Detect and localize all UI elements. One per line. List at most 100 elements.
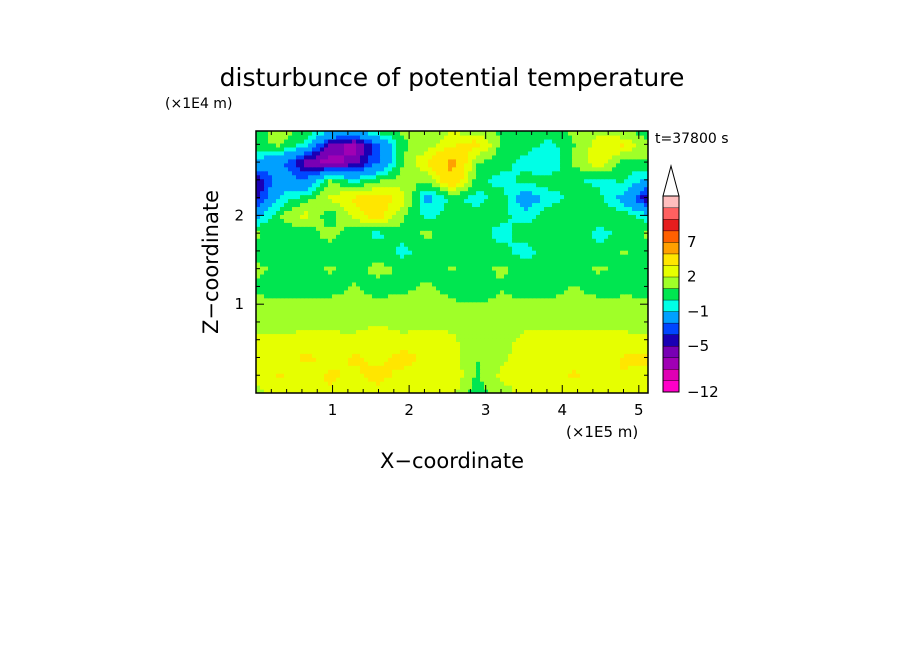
- heatmap-cell: [352, 369, 357, 374]
- heatmap-cell: [552, 210, 557, 215]
- heatmap-cell: [380, 385, 385, 390]
- heatmap-cell: [296, 349, 301, 354]
- heatmap-cell: [584, 242, 589, 247]
- heatmap-cell: [404, 317, 409, 323]
- heatmap-cell: [416, 305, 421, 311]
- heatmap-cell: [392, 385, 397, 390]
- heatmap-cell: [620, 309, 625, 315]
- heatmap-cell: [608, 381, 613, 386]
- heatmap-cell: [484, 317, 489, 323]
- heatmap-cell: [448, 329, 453, 335]
- heatmap-cell: [600, 365, 605, 370]
- heatmap-cell: [440, 190, 445, 196]
- heatmap-cell: [456, 357, 461, 362]
- heatmap-cell: [364, 313, 369, 319]
- heatmap-cell: [384, 329, 389, 335]
- heatmap-cell: [544, 317, 549, 323]
- heatmap-cell: [384, 206, 389, 211]
- heatmap-cell: [460, 309, 465, 315]
- heatmap-cell: [604, 377, 609, 382]
- heatmap-cell: [384, 309, 389, 315]
- heatmap-cell: [336, 385, 341, 390]
- heatmap-cell: [312, 305, 317, 311]
- heatmap-cell: [628, 198, 633, 204]
- heatmap-cell: [372, 289, 377, 295]
- heatmap-cell: [456, 389, 461, 393]
- heatmap-cell: [416, 349, 421, 354]
- heatmap-cell: [512, 305, 517, 311]
- heatmap-cell: [584, 377, 589, 382]
- heatmap-cell: [468, 206, 473, 211]
- heatmap-cell: [364, 281, 369, 287]
- heatmap-cell: [592, 206, 597, 211]
- heatmap-cell: [420, 373, 425, 378]
- heatmap-cell: [276, 373, 281, 378]
- heatmap-cell: [524, 301, 529, 307]
- heatmap-cell: [528, 206, 533, 211]
- heatmap-cell: [508, 250, 513, 255]
- heatmap-cell: [268, 361, 273, 366]
- heatmap-cell: [400, 365, 405, 370]
- heatmap-cell: [460, 206, 465, 211]
- heatmap-cell: [416, 222, 421, 227]
- heatmap-cell: [612, 353, 617, 358]
- heatmap-cell: [640, 206, 645, 211]
- heatmap-cell: [504, 242, 509, 247]
- heatmap-cell: [520, 277, 525, 283]
- heatmap-cell: [524, 230, 529, 235]
- heatmap-cell: [636, 214, 641, 219]
- heatmap-cell: [540, 214, 545, 219]
- heatmap-cell: [352, 230, 357, 235]
- heatmap-cell: [496, 321, 501, 327]
- heatmap-cell: [312, 373, 317, 378]
- heatmap-cell: [292, 234, 297, 239]
- heatmap-cell: [448, 337, 453, 342]
- heatmap-cell: [340, 301, 345, 307]
- heatmap-cell: [584, 234, 589, 239]
- heatmap-cell: [640, 254, 645, 259]
- heatmap-cell: [508, 246, 513, 251]
- heatmap-cell: [576, 329, 581, 335]
- heatmap-cell: [364, 269, 369, 275]
- heatmap-cell: [604, 265, 609, 271]
- heatmap-cell: [468, 309, 473, 315]
- heatmap-cell: [428, 373, 433, 378]
- heatmap-cell: [432, 381, 437, 386]
- heatmap-cell: [500, 309, 505, 315]
- heatmap-cell: [364, 250, 369, 255]
- heatmap-cell: [420, 305, 425, 311]
- heatmap-cell: [316, 238, 321, 243]
- heatmap-cell: [584, 222, 589, 227]
- heatmap-cell: [372, 226, 377, 231]
- heatmap-cell: [268, 222, 273, 227]
- heatmap-cell: [384, 345, 389, 350]
- heatmap-cell: [324, 238, 329, 243]
- heatmap-cell: [632, 277, 637, 283]
- heatmap-cell: [288, 210, 293, 215]
- heatmap-cell: [408, 361, 413, 366]
- heatmap-cell: [356, 269, 361, 275]
- heatmap-cell: [384, 321, 389, 327]
- heatmap-cell: [264, 285, 269, 291]
- heatmap-cell: [388, 246, 393, 251]
- heatmap-cell: [496, 309, 501, 315]
- heatmap-cell: [540, 277, 545, 283]
- heatmap-cell: [296, 337, 301, 342]
- heatmap-cell: [516, 301, 521, 307]
- heatmap-cell: [524, 321, 529, 327]
- heatmap-cell: [608, 234, 613, 239]
- heatmap-cell: [416, 206, 421, 211]
- heatmap-cell: [556, 289, 561, 295]
- heatmap-cell: [256, 365, 261, 370]
- heatmap-cell: [356, 254, 361, 259]
- heatmap-cell: [256, 389, 261, 393]
- heatmap-cell: [532, 349, 537, 354]
- heatmap-cell: [492, 373, 497, 378]
- heatmap-cell: [464, 262, 469, 267]
- heatmap-cell: [412, 281, 417, 287]
- heatmap-cell: [424, 357, 429, 362]
- heatmap-cell: [528, 377, 533, 382]
- heatmap-cell: [488, 222, 493, 227]
- heatmap-cell: [328, 230, 333, 235]
- heatmap-cell: [596, 329, 601, 335]
